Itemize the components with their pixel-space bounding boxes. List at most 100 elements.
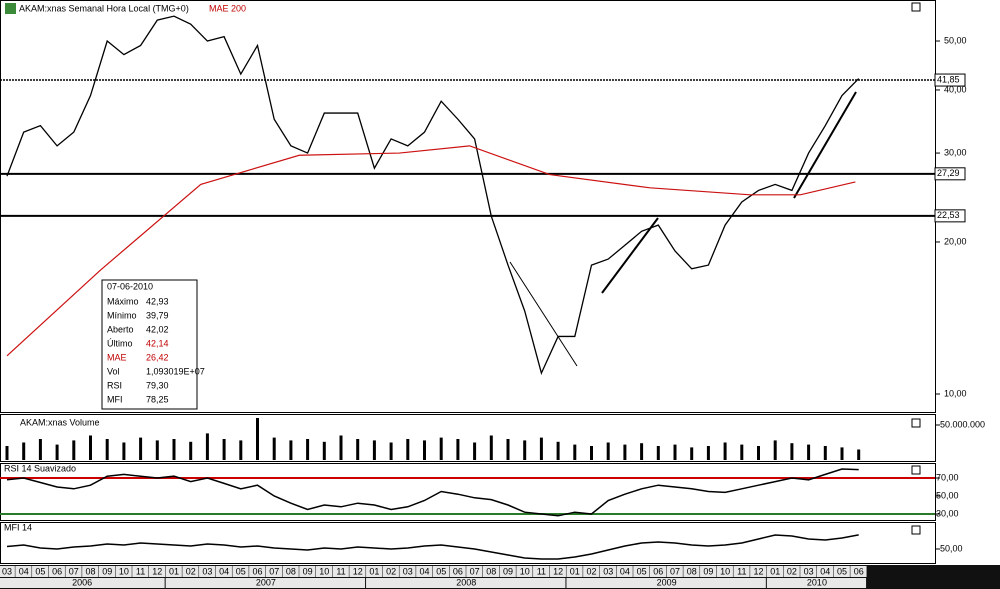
volume-bar (740, 444, 744, 460)
month-cell (516, 566, 533, 577)
month-label: 12 (553, 566, 563, 576)
volume-bar (322, 441, 326, 460)
volume-bar (857, 449, 861, 460)
month-label: 02 (186, 566, 196, 576)
month-label: 10 (319, 566, 329, 576)
volume-bar (423, 440, 426, 460)
window-button[interactable] (911, 465, 921, 475)
month-label: 08 (687, 566, 697, 576)
month-cell (549, 566, 566, 577)
month-label: 04 (620, 566, 630, 576)
month-cell (700, 566, 717, 577)
month-cell (533, 566, 550, 577)
month-label: 03 (202, 566, 212, 576)
volume-bar (356, 439, 360, 460)
year-cell (766, 578, 867, 588)
month-label: 09 (703, 566, 713, 576)
month-label: 04 (820, 566, 830, 576)
month-cell (115, 566, 132, 577)
month-cell (833, 566, 850, 577)
volume-bar (623, 444, 627, 460)
price-line (6, 15, 860, 376)
window-button[interactable] (911, 418, 921, 428)
volume-bar (339, 435, 343, 460)
volume-bar (72, 440, 76, 460)
month-label: 12 (353, 566, 363, 576)
volume-bar (122, 442, 126, 460)
chart-title[interactable]: AKAM:xnas Semanal Hora Local (TMG+0) (19, 3, 189, 13)
info-value: 78,25 (146, 394, 169, 404)
trend-line (509, 261, 578, 367)
month-label: 09 (102, 566, 112, 576)
volume-bar (823, 446, 827, 460)
volume-bar (205, 433, 209, 460)
month-cell (783, 566, 800, 577)
volume-bar (840, 447, 844, 460)
indicator-name[interactable]: MAE 200 (209, 3, 246, 13)
month-label: 01 (169, 566, 179, 576)
month-label: 05 (637, 566, 647, 576)
volume-bar (690, 447, 694, 460)
info-label: Máximo (107, 296, 139, 306)
info-date: 07-06-2010 (107, 281, 153, 291)
volume-bar (523, 440, 527, 460)
month-label: 01 (570, 566, 580, 576)
month-label: 09 (503, 566, 513, 576)
level-label: 27,29 (937, 168, 960, 178)
window-button[interactable] (911, 525, 921, 535)
month-cell (215, 566, 232, 577)
month-cell (733, 566, 750, 577)
level-box (934, 167, 966, 181)
month-label: 05 (436, 566, 446, 576)
month-cell (466, 566, 483, 577)
month-cell (32, 566, 49, 577)
mfi-line (6, 534, 859, 560)
volume-bar (5, 446, 9, 460)
month-cell (315, 566, 333, 577)
y-tick-label: 50.000.000 (940, 419, 985, 429)
month-label: 11 (537, 566, 546, 576)
volume-bar (489, 435, 493, 460)
trend-line (601, 217, 659, 294)
month-cell (132, 566, 149, 577)
volume-bar (807, 444, 811, 460)
volume-bar (556, 441, 560, 460)
month-label: 03 (603, 566, 613, 576)
month-label: 04 (419, 566, 429, 576)
y-tick-label: 20,00 (944, 236, 967, 246)
volume-bar (656, 446, 660, 460)
year-cell (366, 578, 566, 588)
volume-bar (155, 440, 159, 460)
month-cell (182, 566, 199, 577)
month-cell (816, 566, 834, 577)
month-cell (399, 566, 416, 577)
volume-bar (139, 437, 143, 460)
info-label: MFI (107, 394, 123, 404)
month-cell (616, 566, 633, 577)
info-box (101, 279, 198, 410)
volume-bar (757, 446, 760, 460)
month-label: 03 (804, 566, 814, 576)
y-tick-label: 50,00 (940, 543, 963, 553)
year-label: 2009 (657, 577, 677, 587)
month-cell (850, 566, 867, 577)
month-cell (199, 566, 216, 577)
month-label: 06 (653, 566, 663, 576)
window-button[interactable] (911, 2, 921, 12)
month-cell (82, 566, 99, 577)
month-cell (416, 566, 433, 577)
month-label: 11 (336, 566, 345, 576)
info-label: RSI (107, 380, 122, 390)
panel-title: AKAM:xnas Volume (20, 417, 100, 427)
volume-bar (256, 418, 259, 460)
volume-bar (673, 444, 677, 460)
volume-bar (573, 444, 577, 460)
year-label: 2010 (807, 577, 827, 587)
month-cell (449, 566, 466, 577)
month-cell (349, 566, 366, 577)
volume-bar (222, 439, 226, 460)
volume-bar (306, 439, 310, 460)
month-cell (432, 566, 450, 577)
month-label: 03 (2, 566, 12, 576)
volume-bar (590, 446, 593, 460)
